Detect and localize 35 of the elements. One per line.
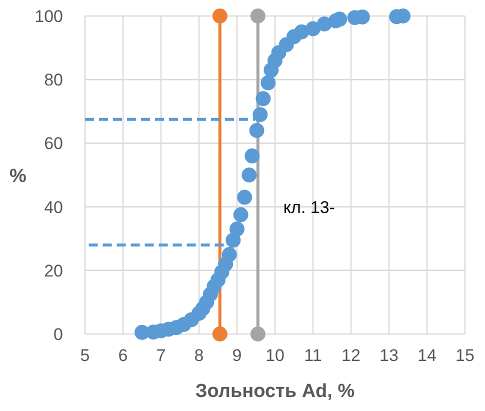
x-tick-label: 15 <box>456 346 474 365</box>
x-axis-title: Зольность Ad, % <box>195 381 355 402</box>
y-tick-label: 0 <box>54 325 63 344</box>
point <box>233 207 248 222</box>
point <box>242 168 257 182</box>
y-tick-label: 60 <box>44 134 63 154</box>
y-tick-label: 80 <box>44 70 63 90</box>
point <box>249 122 264 138</box>
point <box>252 107 268 122</box>
point <box>256 91 271 106</box>
point <box>260 75 276 90</box>
x-tick-label: 8 <box>194 346 204 365</box>
point <box>250 326 266 342</box>
y-tick-label: 40 <box>44 198 63 217</box>
y-axis-title: % <box>10 166 27 187</box>
x-tick-label: 12 <box>342 346 360 365</box>
x-tick-label: 6 <box>118 346 128 365</box>
y-tick-label: 20 <box>44 261 63 280</box>
x-tick-label: 14 <box>418 346 436 365</box>
annotation: кл. 13- <box>283 198 335 218</box>
y-tick-label: 100 <box>34 7 63 26</box>
point <box>306 21 320 36</box>
point <box>222 247 237 262</box>
x-tick-label: 9 <box>232 346 242 365</box>
x-tick-label: 10 <box>266 346 284 365</box>
point <box>230 222 244 237</box>
point <box>212 8 228 24</box>
x-tick-label: 5 <box>80 346 90 365</box>
point <box>212 326 228 342</box>
point <box>244 148 260 164</box>
x-tick-label: 7 <box>156 346 166 365</box>
x-tick-label: 13 <box>380 346 398 365</box>
point <box>250 8 266 24</box>
point <box>237 190 252 205</box>
x-tick-label: 11 <box>304 346 322 365</box>
